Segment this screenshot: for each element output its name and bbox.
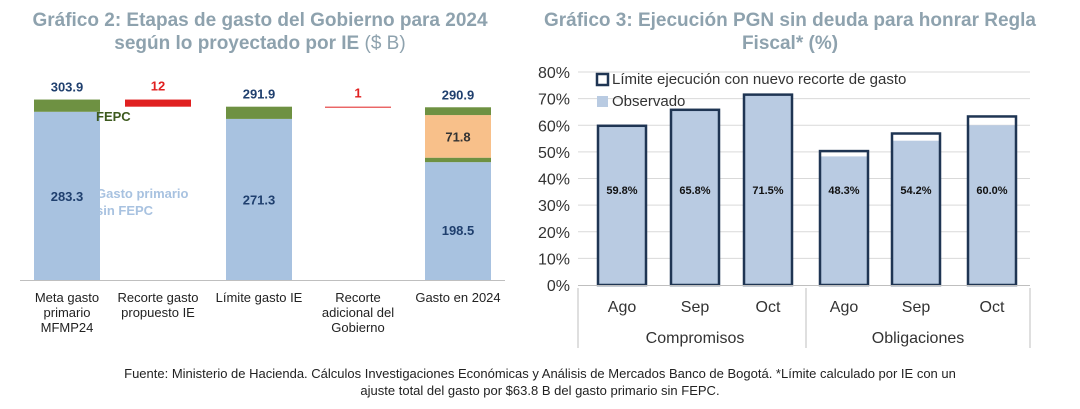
- y-tick-label: 80%: [538, 65, 570, 82]
- data-label-total: 291.9: [243, 87, 276, 102]
- x-tick-label: propuesto IE: [121, 305, 195, 320]
- legend-swatch-limite: [595, 72, 610, 87]
- group-label-compromisos: Compromisos: [646, 330, 745, 347]
- bar-extra: [425, 115, 491, 158]
- x-tick-label: Sep: [681, 299, 710, 316]
- data-label: 71.5%: [752, 185, 783, 197]
- bar-observado: [967, 125, 1017, 285]
- bar-fepc: [226, 106, 292, 119]
- group-label-obligaciones: Obligaciones: [872, 330, 965, 347]
- legend-swatch-observado: [597, 96, 608, 107]
- data-label: 48.3%: [828, 185, 859, 197]
- bar-gasto-primario: [425, 162, 491, 280]
- data-label-base: 198.5: [442, 223, 475, 238]
- y-tick-label: 40%: [538, 172, 570, 189]
- legend-label-limite: Límite ejecución con nuevo recorte de ga…: [612, 71, 906, 88]
- data-label-base: 271.3: [243, 192, 276, 207]
- chart2-title-text: Gráfico 2: Etapas de gasto del Gobierno …: [32, 10, 488, 54]
- chart3-title: Gráfico 3: Ejecución PGN sin deuda para …: [543, 10, 1036, 54]
- x-tick-label: Sep: [902, 299, 931, 316]
- bar-observado: [891, 140, 941, 285]
- bar-fepc-top: [425, 107, 491, 116]
- y-tick-label: 20%: [538, 225, 570, 242]
- data-label-recorte: 1: [354, 86, 361, 101]
- x-tick-label: Oct: [980, 299, 1005, 316]
- chart2-waterfall: 283.3 303.9 12 271.3 291.9 1 198.5 71.8 290.9 FEP…: [20, 79, 505, 335]
- x-tick-label: adicional del: [322, 305, 394, 320]
- chart2-title: Gráfico 2: Etapas de gasto del Gobierno …: [20, 9, 500, 55]
- bar-observado: [670, 109, 720, 286]
- data-label: 54.2%: [900, 185, 931, 197]
- y-tick-label: 10%: [538, 251, 570, 268]
- x-tick-label: Límite gasto IE: [216, 290, 303, 305]
- x-tick-label: Recorte gasto: [118, 290, 199, 305]
- y-tick-label: 0%: [547, 278, 570, 295]
- data-label-total: 290.9: [442, 87, 475, 102]
- bar-observado: [743, 94, 793, 285]
- bar-fepc: [34, 99, 100, 112]
- source-line-2: ajuste total del gasto por $63.8 B del g…: [360, 383, 720, 398]
- y-tick-label: 70%: [538, 92, 570, 109]
- data-label-recorte: 12: [151, 79, 165, 94]
- bar-observado: [597, 125, 647, 285]
- x-tick-label: primario: [44, 305, 91, 320]
- bar-gasto-primario: [226, 118, 292, 281]
- gasto-primario-label: Gasto primario: [96, 186, 189, 201]
- x-tick-label: Ago: [608, 299, 637, 316]
- bar-fepc-low: [425, 157, 491, 163]
- legend-label-observado: Observado: [612, 93, 685, 110]
- source-note: Fuente: Ministerio de Hacienda. Cálculos…: [20, 365, 1060, 399]
- gasto-primario-label: sin FEPC: [96, 203, 154, 218]
- data-label: 60.0%: [976, 185, 1007, 197]
- y-tick-label: 30%: [538, 198, 570, 215]
- data-label: 65.8%: [679, 185, 710, 197]
- y-tick-label: 50%: [538, 145, 570, 162]
- y-tick-label: 60%: [538, 118, 570, 135]
- x-tick-label: Gobierno: [331, 320, 384, 335]
- bar-recorte: [125, 99, 191, 107]
- data-label: 59.8%: [606, 185, 637, 197]
- data-label-extra: 71.8: [445, 129, 470, 144]
- bar-recorte: [325, 106, 391, 108]
- x-tick-label: MFMP24: [41, 320, 94, 335]
- x-tick-label: Ago: [830, 299, 859, 316]
- source-line-1: Fuente: Ministerio de Hacienda. Cálculos…: [124, 366, 956, 381]
- bar-observado: [819, 156, 869, 285]
- x-tick-label: Gasto en 2024: [415, 290, 500, 305]
- x-tick-label: Oct: [756, 299, 781, 316]
- data-label-base: 283.3: [51, 189, 84, 204]
- x-tick-label: Meta gasto: [35, 290, 99, 305]
- chart2-title-unit: ($ B): [364, 33, 406, 54]
- bar-gasto-primario: [34, 111, 100, 281]
- data-label-total: 303.9: [51, 80, 84, 95]
- chart3-bar-chart: 0% 10% 20% 30% 40% 50% 60% 70% 80% 59.8% 65.8% 71.5…: [538, 65, 1031, 348]
- x-tick-label: Recorte: [335, 290, 381, 305]
- fepc-label: FEPC: [96, 109, 131, 124]
